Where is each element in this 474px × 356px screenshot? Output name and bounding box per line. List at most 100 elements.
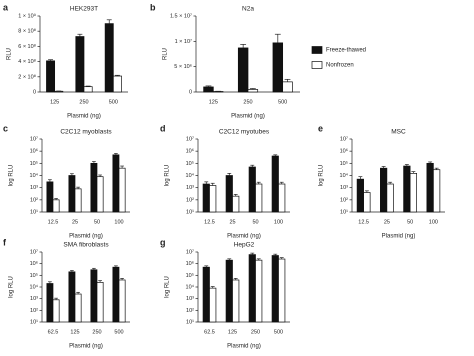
x-tick-label: 125 [209,99,218,105]
y-tick-label: 10¹ [30,209,38,215]
x-tick-label: 500 [109,99,118,105]
y-axis-label: log RLU [165,276,171,298]
y-axis-label: log RLU [9,165,15,187]
y-tick-label: 10⁶ [186,260,194,267]
y-tick-label: 10² [30,197,38,203]
chart-title: C2C12 myotubes [219,129,270,136]
panel-letter: b [150,2,156,12]
y-tick-label: 10⁵ [30,272,38,279]
bar [272,42,284,93]
bar [52,199,60,213]
bar [356,178,364,213]
x-tick-label: 125 [50,99,59,105]
bar [225,175,233,213]
x-tick-label: 125 [70,329,79,335]
bar [386,183,394,213]
y-tick-label: 10⁴ [340,172,349,179]
legend-label: Freeze-thawed [326,48,366,54]
bar [209,287,217,323]
chart-title: C2C12 myoblasts [60,129,112,136]
y-tick-label: 1 × 10⁷ [175,38,192,45]
bar [232,195,240,213]
bar [248,254,256,323]
x-tick-label: 12.5 [48,219,59,225]
legend-swatch [311,46,323,54]
y-tick-label: 10⁷ [186,135,194,142]
bar [232,279,240,323]
bar [248,166,256,213]
y-tick-label: 10¹ [186,209,194,215]
bar [237,47,249,93]
bar [426,162,434,213]
panel-letter: c [3,123,8,133]
y-tick-label: 10⁵ [30,160,38,167]
chart-title: MSC [391,129,406,136]
y-tick-label: 4 × 10⁸ [18,58,36,65]
y-tick-label: 10¹ [186,319,194,325]
y-tick-label: 10⁶ [30,260,38,267]
y-tick-label: 10⁴ [186,172,195,179]
y-tick-label: 10³ [186,296,194,302]
y-axis-label: RLU [163,48,169,60]
y-tick-label: 10⁷ [30,135,38,142]
x-tick-label: 100 [274,219,283,225]
bar [363,192,371,213]
bar [112,154,120,213]
y-tick-label: 10⁴ [30,172,39,179]
bar [409,173,417,213]
y-tick-label: 5 × 10⁶ [174,63,192,70]
bar [202,266,210,323]
bar [202,183,210,213]
x-tick-label: 50 [252,219,258,225]
bar [271,155,279,213]
x-tick-label: 250 [251,329,260,335]
bar [74,188,82,213]
bar [247,89,259,93]
y-tick-label: 10³ [30,185,38,191]
x-axis-label: Plasmid (ng) [227,344,261,350]
bar [380,167,388,213]
x-tick-label: 250 [92,329,101,335]
bar [46,60,56,93]
y-tick-label: 10⁴ [30,283,39,290]
bar [278,183,286,213]
y-tick-label: 10² [30,308,38,314]
legend-label: Nonfrozen [326,63,354,69]
y-tick-label: 10⁷ [340,135,348,142]
x-tick-label: 100 [114,219,123,225]
panel-letter: g [160,237,166,247]
bar [104,23,114,93]
bar [90,162,98,213]
y-axis-label: log RLU [319,165,325,187]
x-tick-label: 100 [429,219,438,225]
y-tick-label: 1.5 × 10⁷ [170,12,192,19]
bar [225,259,233,323]
bar [209,185,217,213]
x-tick-label: 500 [274,329,283,335]
y-tick-label: 8 × 10⁸ [18,28,36,35]
y-tick-label: 10³ [30,296,38,302]
bar [118,167,126,213]
bar [271,255,279,323]
chart-title: SMA fibroblasts [63,242,109,249]
x-tick-label: 500 [278,99,287,105]
y-axis-label: log RLU [165,165,171,187]
y-tick-label: 10⁶ [30,148,38,155]
bar [46,181,54,213]
y-tick-label: 10¹ [30,319,38,325]
panel-letter: d [160,123,166,133]
bar [75,36,85,93]
y-tick-label: 10⁷ [186,248,194,255]
y-tick-label: 10⁶ [186,148,194,155]
y-tick-label: 10⁵ [186,160,194,167]
x-tick-label: 125 [228,329,237,335]
bar [68,175,76,213]
x-tick-label: 50 [94,219,100,225]
y-tick-label: 6 × 10⁸ [18,43,36,50]
x-tick-label: 12.5 [204,219,215,225]
y-tick-label: 10² [186,197,194,203]
y-tick-label: 10³ [340,185,348,191]
bar [278,258,286,323]
y-tick-label: 10² [186,308,194,314]
